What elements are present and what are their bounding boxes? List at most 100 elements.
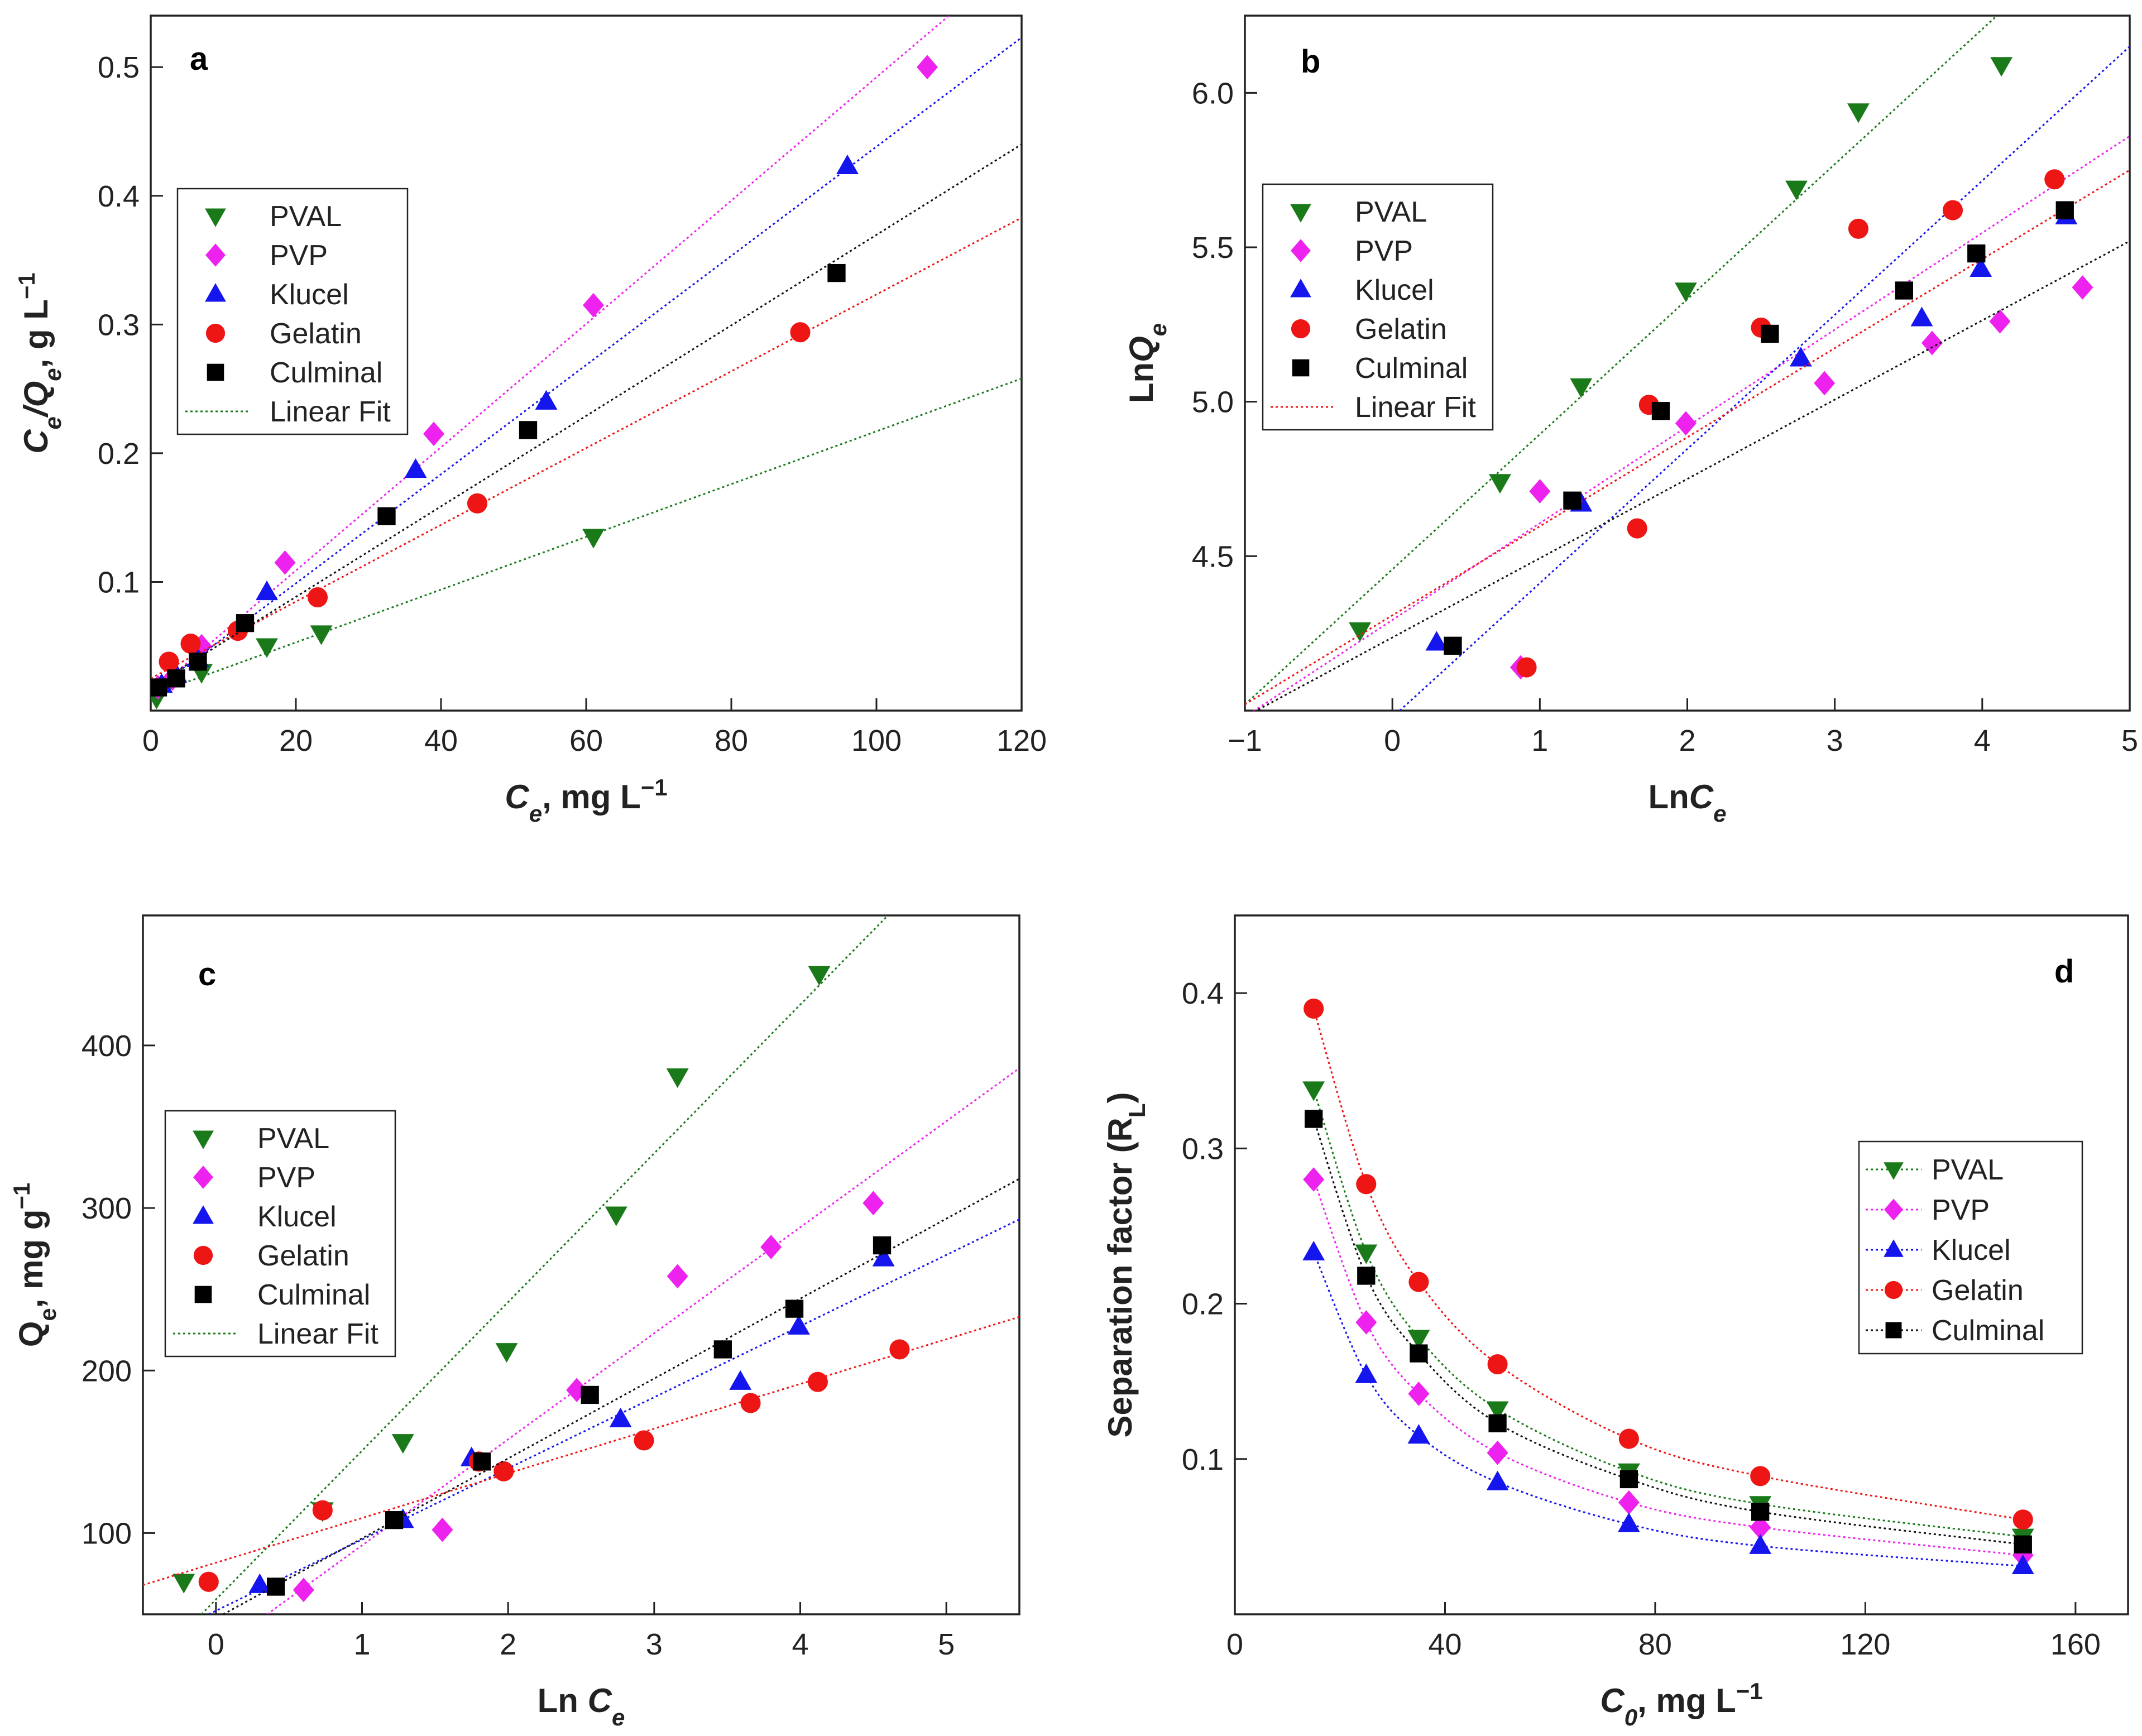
data-point-gelatin (889, 1339, 910, 1360)
data-point-pval (1349, 622, 1371, 642)
y-tick-label: 0.1 (98, 565, 140, 599)
data-point-gelatin (1942, 200, 1963, 220)
data-point-pvp (760, 1235, 782, 1259)
data-point-pval (1489, 474, 1511, 494)
data-point-pval (172, 1574, 195, 1594)
x-tick-label: −1 (1228, 724, 1262, 757)
data-point-gelatin (198, 1571, 219, 1592)
data-point-pvp (1989, 309, 2011, 334)
fit-line-klucel (1399, 46, 2130, 711)
data-point-klucel (1749, 1534, 1772, 1554)
data-point-pvp (1675, 411, 1697, 436)
y-tick-label: 300 (82, 1192, 132, 1225)
legend-label: Culminal (1355, 352, 1468, 385)
data-point-klucel (1302, 1240, 1325, 1260)
y-axis-label: Qe, mg g−1 (8, 1183, 61, 1347)
data-point-klucel (1425, 631, 1448, 651)
y-tick-label: 0.4 (98, 180, 140, 213)
data-point-klucel (404, 458, 427, 478)
plot-area (143, 915, 1019, 1614)
data-point-pval (1570, 378, 1593, 398)
legend-marker-pvp (1291, 239, 1311, 262)
data-point-gelatin (2012, 1509, 2033, 1530)
legend-label: Klucel (270, 279, 349, 311)
data-point-culminal (873, 1236, 892, 1255)
data-point-pval (1407, 1330, 1430, 1350)
data-point-klucel (1910, 306, 1933, 327)
data-point-pvp (583, 292, 604, 318)
x-tick-label: 80 (715, 724, 748, 757)
legend: PVAL PVP Klucel Gelatin Culminal Linear Fit (1262, 183, 1494, 431)
data-point-klucel (729, 1370, 752, 1390)
legend-box (176, 188, 409, 435)
y-tick-label: 0.4 (1182, 977, 1224, 1010)
data-point-gelatin (740, 1393, 761, 1413)
data-point-pval (1785, 180, 1808, 200)
data-point-pval (256, 638, 278, 658)
data-point-gelatin (1627, 518, 1647, 539)
data-point-gelatin (1618, 1428, 1639, 1449)
data-point-pvp (862, 1191, 884, 1216)
y-tick-label: 4.5 (1192, 540, 1234, 573)
data-point-gelatin (159, 651, 179, 672)
panel-label: a (190, 41, 208, 77)
data-point-culminal (1410, 1344, 1428, 1363)
data-point-culminal (2014, 1535, 2032, 1553)
legend-label: Gelatin (1932, 1274, 2024, 1307)
data-point-culminal (236, 614, 255, 632)
legend-label: PVAL (270, 200, 342, 233)
chart-panel-b: −1 0 1 2 3 4 5 4.5 5.0 5.5 6.0 LnCe LnQe b PVAL PVP Kluc… (1123, 15, 2138, 827)
data-point-gelatin (1487, 1354, 1508, 1375)
x-tick-label: 160 (2050, 1628, 2101, 1661)
x-tick-label: 5 (938, 1628, 955, 1661)
y-tick-label: 5.5 (1192, 231, 1234, 265)
plot-frame (1234, 914, 2129, 1615)
data-point-klucel (535, 390, 558, 410)
data-point-culminal (377, 507, 396, 526)
legend-marker-pvp (205, 243, 226, 267)
x-tick-label: 3 (646, 1628, 663, 1661)
legend-label: Klucel (257, 1201, 337, 1233)
data-point-culminal (1444, 636, 1462, 655)
data-point-pval (1674, 282, 1697, 303)
data-point-culminal (581, 1385, 599, 1404)
data-point-pvp (432, 1517, 453, 1542)
data-point-culminal (1967, 244, 1986, 263)
data-point-pval (495, 1343, 518, 1363)
data-point-pval (1847, 103, 1870, 123)
y-tick-label: 5.0 (1192, 386, 1234, 419)
data-point-gelatin (180, 634, 201, 654)
x-tick-label: 80 (1638, 1628, 1672, 1661)
data-point-gelatin (307, 587, 328, 608)
data-point-pvp (293, 1577, 314, 1603)
data-point-culminal (472, 1452, 491, 1471)
legend-label: PVP (1355, 235, 1413, 267)
legend-label: Culminal (257, 1279, 370, 1311)
data-point-pvp (2072, 275, 2093, 300)
data-point-pval (1486, 1401, 1509, 1421)
data-point-culminal (1357, 1267, 1376, 1285)
legend: PVAL PVP Klucel Gelatin Culminal Linear Fit (176, 188, 409, 435)
data-point-pvp (1303, 1167, 1325, 1192)
x-tick-label: 40 (424, 724, 458, 757)
x-tick-label: 60 (569, 724, 603, 757)
x-axis-label: C0, mg L−1 (1600, 1678, 1762, 1730)
legend-marker-pvp (193, 1166, 213, 1189)
fit-line-gelatin (143, 1316, 1019, 1586)
x-tick-label: 40 (1428, 1628, 1461, 1661)
data-point-klucel (1970, 257, 1992, 277)
data-point-culminal (1895, 281, 1913, 300)
fit-line-culminal (223, 1178, 1019, 1614)
data-point-pval (391, 1434, 414, 1454)
data-point-pval (666, 1068, 689, 1088)
data-point-culminal (1751, 1503, 1770, 1521)
data-point-gelatin (807, 1371, 828, 1392)
legend-label: PVP (257, 1162, 315, 1194)
y-axis-label: Separation factor (RL) (1101, 1092, 1150, 1437)
data-point-pvp (1921, 330, 1943, 356)
legend-label: PVAL (257, 1123, 329, 1155)
data-point-culminal (167, 669, 185, 688)
data-point-pvp (917, 55, 938, 80)
legend-marker-pvp (1884, 1198, 1903, 1221)
